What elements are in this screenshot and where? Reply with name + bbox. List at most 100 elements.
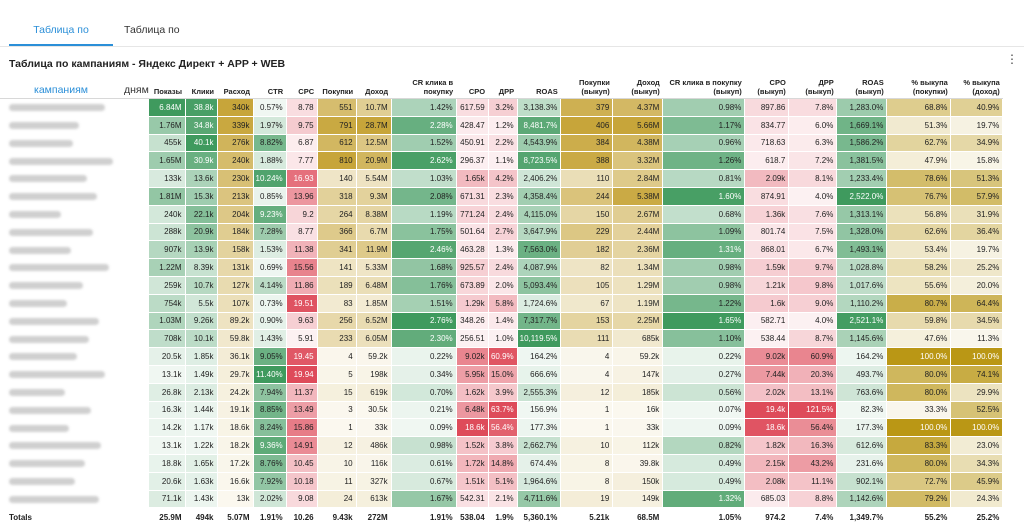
table-row[interactable]: 133k 13.6k 230k 10.24% 16.93 140 5.54M 1.03% 1.6…: [0, 169, 1004, 188]
cell-cpc: 6.87: [286, 134, 318, 153]
cell-shows: 133k: [148, 169, 186, 188]
cell-clicks: 10.1k: [185, 329, 218, 349]
table-row[interactable]: 1.22M 8.39k 131k 0.69% 15.56 141 5.33M 1.68% 925…: [0, 258, 1004, 277]
total-clicks: 494k: [185, 507, 218, 527]
cell-drr: 14.8%: [488, 454, 518, 473]
column-header-cpo_b[interactable]: CPO (выкуп): [744, 76, 789, 99]
column-header-purch_b[interactable]: Покупки (выкуп): [560, 76, 613, 99]
cell-roas: 7,317.7%: [517, 312, 562, 331]
cell-pct_p: 62.7%: [886, 134, 952, 153]
cell-income: 20.9M: [356, 151, 392, 171]
column-header-cr[interactable]: CR клика в покупку: [391, 76, 457, 99]
column-header-shows[interactable]: Показы: [148, 76, 185, 99]
table-row[interactable]: 455k 40.1k 276k 8.82% 6.87 612 12.5M 1.52% 450.9…: [0, 134, 1004, 153]
column-header-pct_p[interactable]: % выкупа (покупки): [886, 76, 951, 99]
cell-income: 9.3M: [356, 187, 392, 206]
table-row[interactable]: 1.65M 30.9k 240k 1.88% 7.77 810 20.9M 2.62% 296.…: [0, 151, 1004, 171]
cell-income: 6.05M: [356, 329, 392, 349]
cell-cpc: 10.18: [286, 472, 318, 491]
cell-income_b: 185k: [612, 383, 664, 402]
cell-roas: 3,647.9%: [517, 223, 562, 242]
cell-cpo_b: 874.91: [744, 187, 790, 206]
cell-purch_b: 10: [560, 436, 614, 455]
table-row[interactable]: 1.76M 34.8k 339k 1.97% 9.75 791 28.7M 2.28% 428.…: [0, 116, 1004, 135]
cell-cpc: 8.77: [286, 223, 318, 242]
redacted-campaign-name: [9, 406, 91, 414]
redacted-campaign-name: [9, 495, 99, 503]
table-row[interactable]: 18.8k 1.65k 17.2k 8.76% 10.45 10 116k 0.61% 1.72…: [0, 454, 1004, 473]
column-header-cpo[interactable]: CPO: [456, 76, 489, 99]
table-row[interactable]: 754k 5.5k 107k 0.73% 19.51 83 1.85M 1.51% 1.29k 5…: [0, 294, 1004, 313]
cell-cr_b: 0.49%: [662, 472, 746, 491]
redacted-campaign-name: [9, 478, 75, 486]
table-row[interactable]: 71.1k 1.43k 13k 2.02% 9.08 24 613k 1.67% 542.31 2…: [0, 490, 1004, 509]
redacted-campaign-name: [9, 460, 85, 468]
more-options-icon[interactable]: ⋮: [1006, 52, 1018, 66]
cell-cpo: 542.31: [456, 490, 489, 509]
cell-cpo_b: 18.6k: [744, 418, 790, 438]
column-header-income_b[interactable]: Доход (выкуп): [612, 76, 663, 99]
table-row[interactable]: 14.2k 1.17k 18.6k 8.24% 15.86 1 33k 0.09% 18.6k 5…: [0, 418, 1004, 438]
total-ctr: 1.91%: [253, 507, 287, 527]
campaign-name-cell: [0, 240, 149, 260]
cell-shows: 259k: [148, 276, 186, 295]
table-row[interactable]: 20.5k 1.85k 36.1k 9.05% 19.45 4 59.2k 0.22% 9.02…: [0, 347, 1004, 366]
table-row[interactable]: 708k 10.1k 59.8k 1.43% 5.91 233 6.05M 2.30% 256.…: [0, 329, 1004, 349]
cell-cpc: 5.91: [286, 329, 318, 349]
totals-row: Totals 25.9M 494k 5.07M 1.91% 10.26 9.43k 272M 1…: [0, 507, 1004, 527]
cell-cpc: 11.38: [286, 240, 318, 260]
table-row[interactable]: 1.03M 9.26k 89.2k 0.90% 9.63 256 6.52M 2.76% 348…: [0, 312, 1004, 331]
tab-days-table[interactable]: Таблица по дням: [124, 24, 180, 96]
cell-roas_b: 1,669.1%: [836, 116, 888, 135]
cell-income_b: 1.34M: [612, 258, 664, 277]
table-row[interactable]: 20.6k 1.63k 16.6k 7.92% 10.18 11 327k 0.67% 1.51…: [0, 472, 1004, 491]
cell-spend: 17.2k: [217, 454, 254, 473]
column-header-roas_b[interactable]: ROAS (выкуп): [836, 76, 887, 99]
redacted-campaign-name: [9, 353, 77, 361]
table-row[interactable]: 16.3k 1.44k 19.1k 8.85% 13.49 3 30.5k 0.21% 6.48…: [0, 401, 1004, 420]
cell-shows: 20.5k: [148, 347, 186, 366]
table-row[interactable]: 26.8k 2.13k 24.2k 7.94% 11.37 15 619k 0.70% 1.62…: [0, 383, 1004, 402]
cell-cr_b: 1.60%: [662, 187, 746, 206]
cell-drr_b: 13.1%: [788, 383, 838, 402]
column-header-cr_b[interactable]: CR клика в покупку (выкуп): [662, 76, 745, 99]
column-header-name[interactable]: [0, 76, 148, 99]
cell-cpo: 6.48k: [456, 401, 489, 420]
cell-purch_b: 105: [560, 276, 614, 295]
column-header-drr[interactable]: ДРР: [488, 76, 518, 99]
cell-cr: 0.21%: [391, 401, 457, 420]
column-header-ctr[interactable]: CTR: [253, 76, 287, 99]
column-header-purch[interactable]: Покупки: [317, 76, 357, 99]
table-row[interactable]: 13.1k 1.22k 18.2k 9.36% 14.91 12 486k 0.98% 1.52…: [0, 436, 1004, 455]
table-row[interactable]: 259k 10.7k 127k 4.14% 11.86 189 6.48M 1.76% 673.…: [0, 276, 1004, 295]
cell-cpo: 1.72k: [456, 454, 489, 473]
column-header-pct_i[interactable]: % выкупа (доход): [950, 76, 1003, 99]
column-header-drr_b[interactable]: ДРР (выкуп): [788, 76, 837, 99]
cell-income: 613k: [356, 490, 392, 509]
total-purch: 9.43k: [317, 507, 357, 527]
table-row[interactable]: 1.81M 15.3k 213k 0.85% 13.96 318 9.3M 2.08% 671.…: [0, 187, 1004, 206]
tab-campaigns-table[interactable]: Таблица по кампаниям: [9, 0, 113, 96]
column-header-spend[interactable]: Расход: [217, 76, 253, 99]
cell-cr: 0.61%: [391, 454, 457, 473]
cell-roas: 4,087.9%: [517, 258, 562, 277]
cell-cpc: 8.78: [286, 98, 318, 117]
cell-cr_b: 0.56%: [662, 383, 746, 402]
cell-roas_b: 2,522.0%: [836, 187, 888, 206]
cell-ctr: 0.73%: [253, 294, 287, 313]
column-header-roas[interactable]: ROAS: [517, 76, 561, 99]
cell-pct_i: 19.7%: [950, 240, 1004, 260]
column-header-clicks[interactable]: Клики: [185, 76, 217, 99]
column-header-cpc[interactable]: CPC: [286, 76, 318, 99]
cell-pct_p: 53.4%: [886, 240, 952, 260]
table-row[interactable]: 288k 20.9k 184k 7.28% 8.77 366 6.7M 1.75% 501.64…: [0, 223, 1004, 242]
cell-drr: 56.4%: [488, 418, 518, 438]
cell-spend: 18.2k: [217, 436, 254, 455]
table-row[interactable]: 240k 22.1k 204k 9.23% 9.2 264 8.38M 1.19% 771.24…: [0, 205, 1004, 224]
column-header-income[interactable]: Доход: [356, 76, 392, 99]
table-row[interactable]: 907k 13.9k 158k 1.53% 11.38 341 11.9M 2.46% 463.…: [0, 240, 1004, 260]
cell-drr: 2.4%: [488, 258, 518, 277]
cell-shows: 1.81M: [148, 187, 186, 206]
table-row[interactable]: 13.1k 1.49k 29.7k 11.40% 19.94 5 198k 0.34% 5.95…: [0, 365, 1004, 384]
table-row[interactable]: 6.84M 38.8k 340k 0.57% 8.78 551 10.7M 1.42% 617.…: [0, 98, 1004, 117]
